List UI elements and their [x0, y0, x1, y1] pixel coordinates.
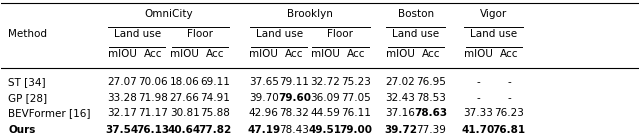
- Text: 79.11: 79.11: [280, 77, 309, 87]
- Text: 32.72: 32.72: [310, 77, 340, 87]
- Text: Brooklyn: Brooklyn: [287, 9, 333, 19]
- Text: Acc: Acc: [500, 49, 518, 59]
- Text: 36.09: 36.09: [310, 93, 340, 103]
- Text: 69.11: 69.11: [200, 77, 230, 87]
- Text: 76.11: 76.11: [341, 108, 371, 118]
- Text: Acc: Acc: [346, 49, 365, 59]
- Text: 76.81: 76.81: [492, 125, 525, 135]
- Text: Floor: Floor: [328, 29, 353, 39]
- Text: Land use: Land use: [392, 29, 439, 39]
- Text: 27.07: 27.07: [107, 77, 137, 87]
- Text: 44.59: 44.59: [310, 108, 340, 118]
- Text: 77.39: 77.39: [416, 125, 446, 135]
- Text: mIOU: mIOU: [310, 49, 340, 59]
- Text: Land use: Land use: [470, 29, 517, 39]
- Text: 39.72: 39.72: [384, 125, 417, 135]
- Text: Vigor: Vigor: [480, 9, 508, 19]
- Text: mIOU: mIOU: [250, 49, 278, 59]
- Text: 77.82: 77.82: [198, 125, 232, 135]
- Text: 32.43: 32.43: [385, 93, 415, 103]
- Text: -: -: [477, 77, 480, 87]
- Text: mIOU: mIOU: [464, 49, 493, 59]
- Text: 76.13: 76.13: [136, 125, 169, 135]
- Text: 37.54: 37.54: [106, 125, 139, 135]
- Text: 27.02: 27.02: [385, 77, 415, 87]
- Text: BEVFormer [16]: BEVFormer [16]: [8, 108, 91, 118]
- Text: 79.00: 79.00: [339, 125, 372, 135]
- Text: OmniCity: OmniCity: [145, 9, 193, 19]
- Text: 78.43: 78.43: [280, 125, 309, 135]
- Text: -: -: [507, 93, 511, 103]
- Text: 71.17: 71.17: [138, 108, 168, 118]
- Text: GP [28]: GP [28]: [8, 93, 47, 103]
- Text: Floor: Floor: [187, 29, 213, 39]
- Text: mIOU: mIOU: [170, 49, 199, 59]
- Text: 74.91: 74.91: [200, 93, 230, 103]
- Text: 39.70: 39.70: [249, 93, 278, 103]
- Text: 30.81: 30.81: [170, 108, 200, 118]
- Text: 47.19: 47.19: [247, 125, 280, 135]
- Text: 78.63: 78.63: [415, 108, 448, 118]
- Text: Land use: Land use: [255, 29, 303, 39]
- Text: ST [34]: ST [34]: [8, 77, 46, 87]
- Text: -: -: [507, 77, 511, 87]
- Text: Acc: Acc: [285, 49, 304, 59]
- Text: Acc: Acc: [422, 49, 440, 59]
- Text: -: -: [477, 93, 480, 103]
- Text: 79.60: 79.60: [278, 93, 311, 103]
- Text: 77.05: 77.05: [341, 93, 371, 103]
- Text: 18.06: 18.06: [170, 77, 200, 87]
- Text: 27.66: 27.66: [170, 93, 200, 103]
- Text: 76.23: 76.23: [494, 108, 524, 118]
- Text: mIOU: mIOU: [386, 49, 415, 59]
- Text: 37.16: 37.16: [385, 108, 415, 118]
- Text: Land use: Land use: [114, 29, 161, 39]
- Text: Boston: Boston: [397, 9, 434, 19]
- Text: 32.17: 32.17: [107, 108, 137, 118]
- Text: Method: Method: [8, 29, 47, 39]
- Text: 75.88: 75.88: [200, 108, 230, 118]
- Text: 42.96: 42.96: [249, 108, 279, 118]
- Text: 37.65: 37.65: [249, 77, 279, 87]
- Text: 78.53: 78.53: [416, 93, 446, 103]
- Text: Ours: Ours: [8, 125, 36, 135]
- Text: 49.51: 49.51: [308, 125, 342, 135]
- Text: 70.06: 70.06: [138, 77, 168, 87]
- Text: 33.28: 33.28: [107, 93, 137, 103]
- Text: 71.98: 71.98: [138, 93, 168, 103]
- Text: 41.70: 41.70: [461, 125, 495, 135]
- Text: 76.95: 76.95: [416, 77, 446, 87]
- Text: 75.23: 75.23: [341, 77, 371, 87]
- Text: 40.64: 40.64: [168, 125, 201, 135]
- Text: Acc: Acc: [206, 49, 225, 59]
- Text: mIOU: mIOU: [108, 49, 136, 59]
- Text: 37.33: 37.33: [463, 108, 493, 118]
- Text: 78.32: 78.32: [280, 108, 309, 118]
- Text: Acc: Acc: [143, 49, 162, 59]
